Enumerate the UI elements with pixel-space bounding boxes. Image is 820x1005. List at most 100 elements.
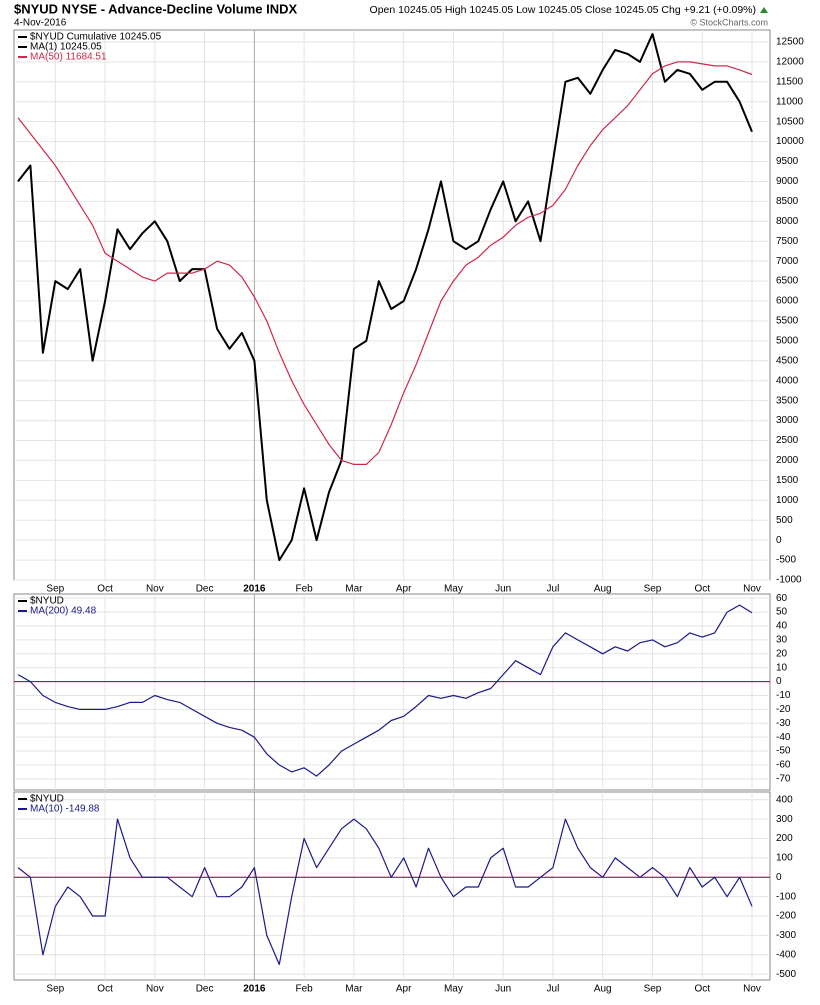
x-tick-label: Nov bbox=[743, 984, 761, 995]
y-tick-label: -20 bbox=[776, 704, 791, 715]
y-tick-label: -70 bbox=[776, 774, 791, 785]
y-tick-label: -1000 bbox=[776, 575, 802, 586]
x-tick-label: Sep bbox=[644, 984, 662, 995]
y-tick-label: 0 bbox=[776, 872, 782, 883]
legend-entry: MA(10) -149.88 bbox=[30, 804, 100, 815]
y-tick-label: 12000 bbox=[776, 57, 804, 68]
y-tick-label: 10000 bbox=[776, 136, 804, 147]
x-tick-label: Feb bbox=[296, 984, 314, 995]
x-tick-label: May bbox=[444, 584, 463, 595]
x-tick-label: Sep bbox=[46, 584, 64, 595]
y-tick-label: 500 bbox=[776, 515, 793, 526]
y-tick-label: 200 bbox=[776, 833, 793, 844]
y-tick-label: 8500 bbox=[776, 196, 799, 207]
x-tick-label: Apr bbox=[396, 984, 412, 995]
y-tick-label: 2000 bbox=[776, 455, 799, 466]
panel-frame bbox=[13, 29, 771, 581]
x-tick-label: Dec bbox=[196, 584, 214, 595]
chart-title: $NYUD NYSE - Advance-Decline Volume INDX bbox=[14, 1, 298, 16]
y-tick-label: 1000 bbox=[776, 495, 799, 506]
x-tick-label: Jun bbox=[495, 984, 511, 995]
y-tick-label: 3000 bbox=[776, 415, 799, 426]
x-tick-label: Nov bbox=[146, 584, 164, 595]
quote: Open 10245.05 High 10245.05 Low 10245.05… bbox=[370, 4, 756, 16]
up-arrow bbox=[760, 7, 768, 13]
x-tick-label: Apr bbox=[396, 584, 412, 595]
panel-frame bbox=[13, 791, 771, 981]
y-tick-label: 6500 bbox=[776, 276, 799, 287]
x-tick-label: Jul bbox=[547, 984, 560, 995]
y-tick-label: 5500 bbox=[776, 316, 799, 327]
y-tick-label: -200 bbox=[776, 911, 796, 922]
y-tick-label: 9000 bbox=[776, 176, 799, 187]
y-tick-label: 9500 bbox=[776, 156, 799, 167]
y-tick-label: -500 bbox=[776, 969, 796, 980]
series-line bbox=[17, 61, 753, 465]
x-tick-label: Sep bbox=[46, 984, 64, 995]
y-tick-label: 6000 bbox=[776, 296, 799, 307]
credit: © StockCharts.com bbox=[690, 17, 768, 27]
x-tick-label: Aug bbox=[594, 984, 612, 995]
series-line bbox=[17, 818, 753, 966]
y-tick-label: 100 bbox=[776, 853, 793, 864]
y-tick-label: -50 bbox=[776, 746, 791, 757]
x-tick-label: 2016 bbox=[243, 584, 266, 595]
x-tick-label: Oct bbox=[694, 584, 710, 595]
x-tick-label: Jul bbox=[547, 584, 560, 595]
x-tick-label: Nov bbox=[743, 584, 761, 595]
x-tick-label: Oct bbox=[97, 984, 113, 995]
panel-frame bbox=[13, 593, 771, 791]
y-tick-label: -100 bbox=[776, 891, 796, 902]
y-tick-label: 11000 bbox=[776, 96, 804, 107]
y-tick-label: 0 bbox=[776, 535, 782, 546]
y-tick-label: 7000 bbox=[776, 256, 799, 267]
date: 4-Nov-2016 bbox=[14, 18, 67, 29]
y-tick-label: 2500 bbox=[776, 435, 799, 446]
legend-title: $NYUD bbox=[30, 794, 64, 805]
y-tick-label: 400 bbox=[776, 794, 793, 805]
x-tick-label: Sep bbox=[644, 584, 662, 595]
y-tick-label: 300 bbox=[776, 814, 793, 825]
legend-title: $NYUD bbox=[30, 596, 64, 607]
legend-entry: MA(200) 49.48 bbox=[30, 606, 97, 617]
y-tick-label: 4500 bbox=[776, 355, 799, 366]
y-tick-label: -10 bbox=[776, 690, 791, 701]
y-tick-label: -300 bbox=[776, 930, 796, 941]
y-tick-label: 3500 bbox=[776, 395, 799, 406]
y-tick-label: 7500 bbox=[776, 236, 799, 247]
series-line bbox=[17, 604, 753, 777]
y-tick-label: 20 bbox=[776, 648, 788, 659]
y-tick-label: -400 bbox=[776, 949, 796, 960]
y-tick-label: 60 bbox=[776, 593, 788, 604]
x-tick-label: Oct bbox=[97, 584, 113, 595]
y-tick-label: -30 bbox=[776, 718, 791, 729]
y-tick-label: -60 bbox=[776, 760, 791, 771]
x-tick-label: Aug bbox=[594, 584, 612, 595]
series-line bbox=[17, 33, 753, 562]
x-tick-label: Dec bbox=[196, 984, 214, 995]
legend-entry: MA(1) 10245.05 bbox=[30, 42, 102, 53]
legend-entry: MA(50) 11684.51 bbox=[30, 52, 107, 63]
x-tick-label: 2016 bbox=[243, 984, 266, 995]
y-tick-label: -500 bbox=[776, 555, 796, 566]
x-tick-label: Oct bbox=[694, 984, 710, 995]
y-tick-label: 5000 bbox=[776, 336, 799, 347]
y-tick-label: 1500 bbox=[776, 475, 799, 486]
y-tick-label: 10500 bbox=[776, 116, 804, 127]
x-tick-label: May bbox=[444, 984, 463, 995]
y-tick-label: 50 bbox=[776, 607, 788, 618]
y-tick-label: 12500 bbox=[776, 37, 804, 48]
y-tick-label: 11500 bbox=[776, 76, 804, 87]
x-tick-label: Nov bbox=[146, 984, 164, 995]
y-tick-label: 40 bbox=[776, 621, 788, 632]
x-tick-label: Mar bbox=[345, 984, 363, 995]
legend-title: $NYUD Cumulative 10245.05 bbox=[30, 32, 162, 43]
y-tick-label: -40 bbox=[776, 732, 791, 743]
y-tick-label: 8000 bbox=[776, 216, 799, 227]
y-tick-label: 10 bbox=[776, 662, 788, 673]
y-tick-label: 0 bbox=[776, 676, 782, 687]
x-tick-label: Feb bbox=[296, 584, 314, 595]
y-tick-label: 4000 bbox=[776, 375, 799, 386]
x-tick-label: Mar bbox=[345, 584, 363, 595]
